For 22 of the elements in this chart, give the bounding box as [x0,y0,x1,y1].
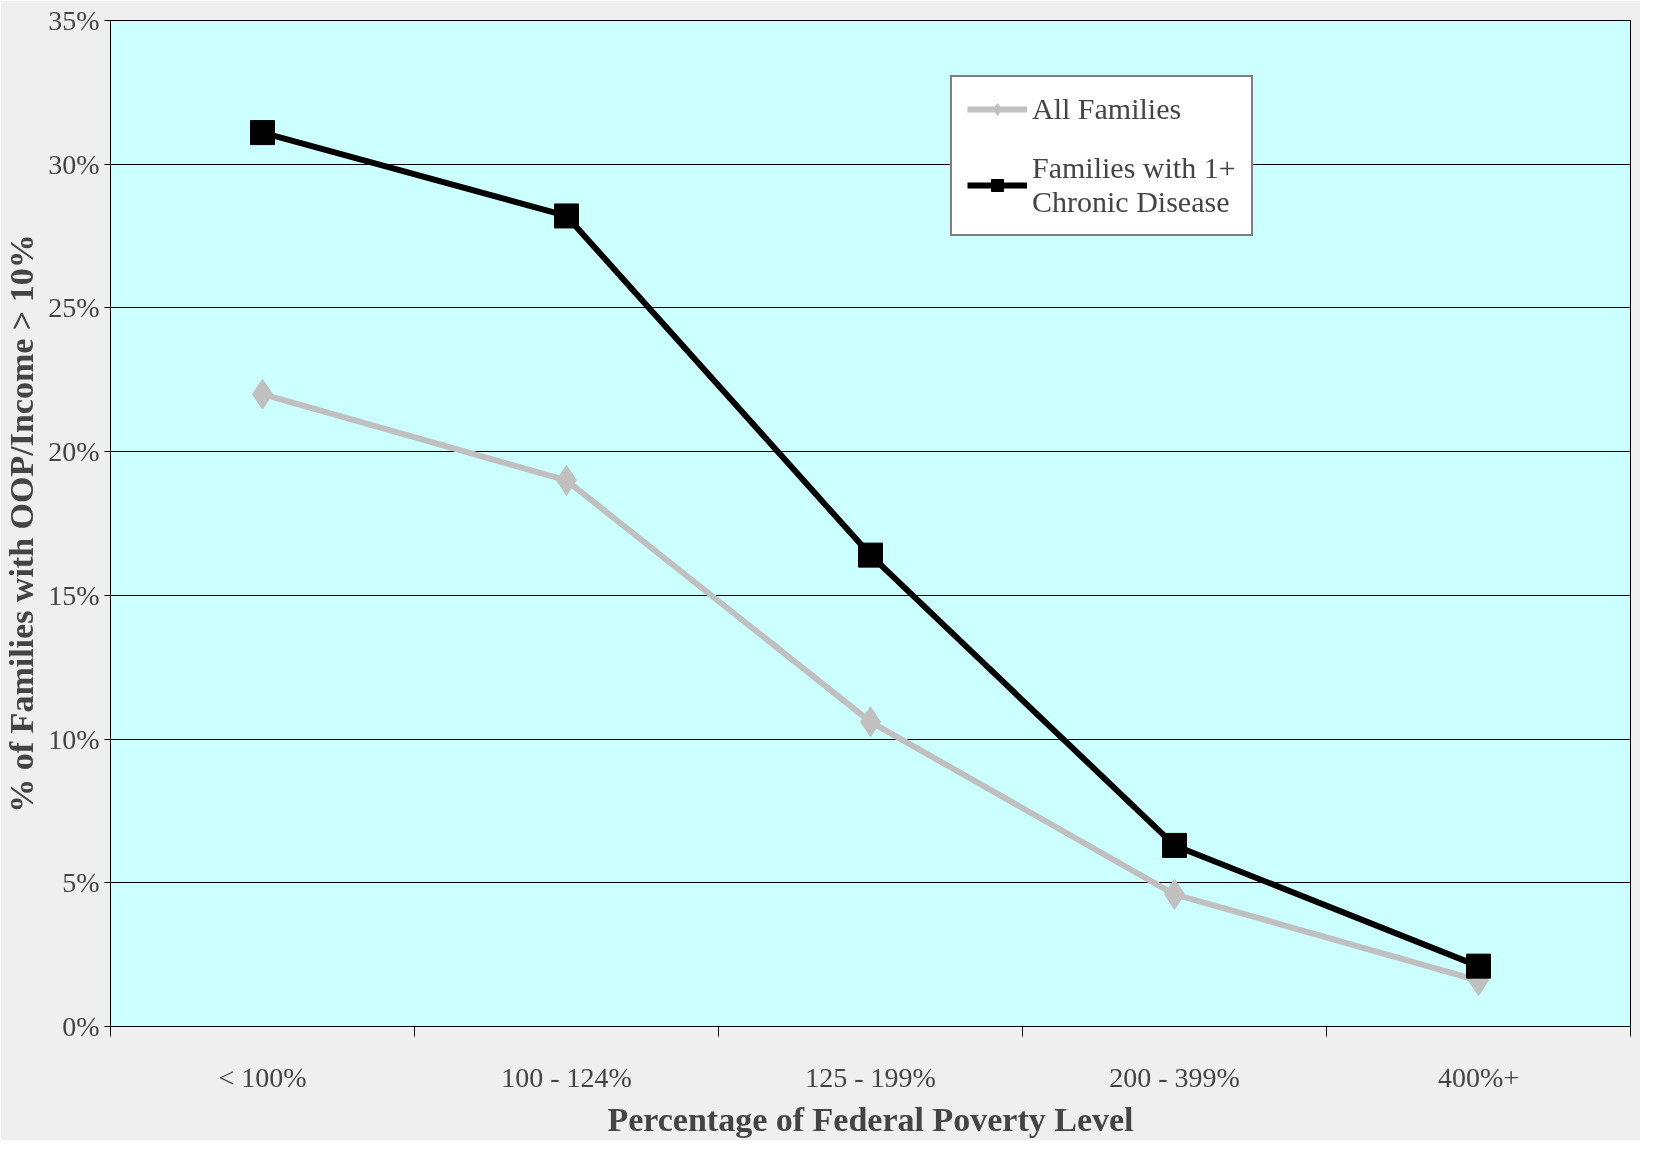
y-tick-label: 25% [48,292,100,324]
point [554,203,579,229]
legend-label: All Families [1032,92,1182,126]
y-tick-label: 30% [48,148,100,180]
y-axis-title: % of Families with OOP/Income > 10% [3,234,41,813]
y-tick-label: 15% [48,579,100,611]
y-tick-label: 5% [62,867,100,899]
x-tick-label: 400%+ [1437,1061,1520,1093]
point [1466,953,1491,979]
x-axis-title: Percentage of Federal Poverty Level [607,1100,1134,1138]
point [1162,832,1187,858]
y-tick-label: 35% [48,5,100,36]
y-tick-label: 20% [48,436,100,468]
point [858,542,883,568]
x-tick-label: 125 - 199% [805,1061,936,1093]
legend-label: Families with 1+ Chronic Disease [1032,151,1236,219]
y-tick-label: 0% [62,1011,100,1042]
x-tick-label: < 100% [218,1061,307,1093]
point [250,120,275,146]
y-tick-label: 10% [48,723,100,755]
x-tick-label: 200 - 399% [1109,1061,1240,1093]
x-tick-label: 100 - 124% [501,1061,632,1093]
